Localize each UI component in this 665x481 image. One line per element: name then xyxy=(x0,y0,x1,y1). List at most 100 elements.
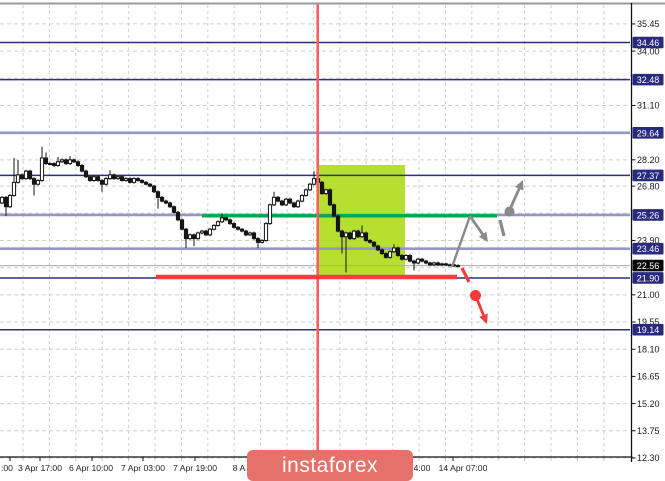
candle xyxy=(299,194,305,202)
candle xyxy=(431,262,437,266)
candle xyxy=(175,211,181,221)
candle xyxy=(111,174,117,180)
candle xyxy=(227,219,233,225)
candle xyxy=(279,200,285,206)
candle xyxy=(135,178,141,181)
instaforex-logo: instaforex xyxy=(247,450,413,481)
candle xyxy=(115,176,121,180)
candle xyxy=(83,170,89,178)
gray-arrow-line xyxy=(498,219,506,237)
candle xyxy=(191,234,197,240)
candle xyxy=(95,176,101,181)
price-tick-label: 15.20 xyxy=(637,399,660,409)
candle xyxy=(235,226,241,230)
candle xyxy=(423,260,429,264)
candle xyxy=(207,228,213,236)
candle xyxy=(35,179,41,185)
instaforex-logo-text: instaforex xyxy=(281,453,379,477)
price-level-label: 29.64 xyxy=(637,128,660,138)
price-level-label: 19.14 xyxy=(637,325,660,335)
candle xyxy=(67,159,73,165)
candle xyxy=(91,176,97,181)
price-level-label: 32.48 xyxy=(637,75,660,85)
candle xyxy=(43,157,49,165)
red-dot xyxy=(470,290,481,301)
candle xyxy=(319,181,325,195)
price-level-label-box xyxy=(632,259,664,272)
candle xyxy=(31,178,37,185)
candle xyxy=(387,251,393,258)
candle xyxy=(99,179,105,185)
candle xyxy=(311,178,317,185)
price-tick-label: 19.55 xyxy=(637,317,660,327)
candle xyxy=(167,202,173,208)
time-tick-label: 8 A xyxy=(233,463,246,473)
candle xyxy=(159,196,165,202)
candle xyxy=(375,245,381,251)
gray-arrow-line xyxy=(450,215,472,268)
gray-dot xyxy=(504,206,515,217)
time-tick-label: :00 xyxy=(1,463,13,473)
candle xyxy=(79,164,85,172)
candle xyxy=(327,189,333,206)
price-level-label-box xyxy=(632,209,664,221)
price-tick-label: 16.65 xyxy=(637,372,660,382)
price-level-label: 25.26 xyxy=(637,210,660,220)
highlight-zone-rect xyxy=(319,165,405,276)
price-level-label: 23.46 xyxy=(637,244,660,254)
candle xyxy=(259,239,265,243)
candle xyxy=(87,176,93,181)
candle xyxy=(23,170,29,180)
red-arrow-line xyxy=(460,267,471,283)
candle xyxy=(47,163,53,166)
candle xyxy=(415,258,421,264)
candle xyxy=(119,176,125,181)
candle xyxy=(331,204,337,217)
candle xyxy=(103,178,109,185)
price-tick-label: 28.20 xyxy=(637,155,660,165)
price-level-label-box xyxy=(632,323,664,336)
price-level-label: 21.90 xyxy=(637,273,660,283)
candle xyxy=(127,178,133,183)
candle xyxy=(231,223,237,228)
candle xyxy=(203,230,209,236)
price-level-label: 27.37 xyxy=(637,171,660,181)
price-tick-label: 18.10 xyxy=(637,344,660,354)
candle xyxy=(15,174,21,183)
candle xyxy=(243,230,249,236)
red-arrowhead xyxy=(479,313,488,324)
candle xyxy=(363,232,369,241)
price-tick-label: 31.10 xyxy=(637,101,660,111)
candle xyxy=(215,221,221,226)
candle xyxy=(143,181,149,185)
candle xyxy=(139,179,145,183)
gray-arrowhead xyxy=(514,180,524,191)
candle xyxy=(343,232,349,238)
candle xyxy=(391,247,397,253)
candle xyxy=(267,204,273,225)
candle xyxy=(335,215,341,232)
candle xyxy=(239,228,245,232)
candle xyxy=(7,194,13,208)
time-tick-label: 3 Apr 17:00 xyxy=(18,463,62,473)
candle xyxy=(443,263,449,266)
price-level-label-box xyxy=(632,272,664,284)
gridlines xyxy=(0,5,630,461)
candle xyxy=(407,254,413,262)
price-level-label-box xyxy=(632,36,664,49)
price-tick-label: 35.45 xyxy=(637,19,660,29)
candles xyxy=(0,146,461,273)
candle xyxy=(163,200,169,204)
time-tick-label: 7 Apr 19:00 xyxy=(173,463,217,473)
candle xyxy=(395,247,401,256)
candle xyxy=(187,234,193,240)
candle xyxy=(383,253,389,258)
candle xyxy=(283,198,289,206)
candle xyxy=(63,159,69,165)
candle xyxy=(347,232,353,240)
candle xyxy=(107,174,113,180)
candle xyxy=(271,196,277,206)
price-tick-label: 13.75 xyxy=(637,426,660,436)
price-level-label-box xyxy=(632,169,664,182)
